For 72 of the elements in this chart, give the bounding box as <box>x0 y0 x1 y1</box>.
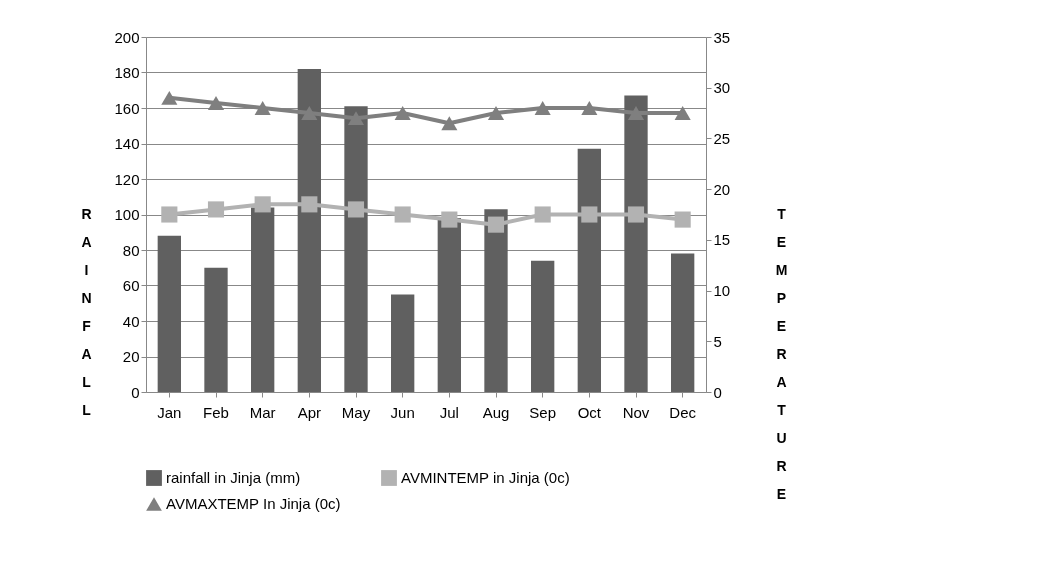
y2-tick-label: 20 <box>713 180 731 198</box>
point <box>674 211 691 228</box>
point <box>487 106 505 121</box>
y-tick-label: 20 <box>122 348 140 365</box>
point <box>441 211 458 228</box>
x-tick-label: Aug <box>482 403 510 421</box>
point <box>487 216 505 233</box>
y2-tick-label: 0 <box>713 383 722 401</box>
y2-tick-label: 10 <box>713 282 731 300</box>
point <box>627 106 645 121</box>
point <box>301 196 318 213</box>
y2-tick-label: 15 <box>713 231 731 249</box>
y-tick-label: 180 <box>114 64 140 81</box>
x-tick-label: Dec <box>669 403 697 421</box>
x-tick-label: Sep <box>529 403 557 421</box>
y-tick-label: 100 <box>114 206 140 223</box>
point <box>581 206 598 223</box>
x-tick-label: May <box>341 403 371 421</box>
bar <box>671 253 695 392</box>
x-tick-label: Feb <box>203 403 229 421</box>
y-tick-label: 120 <box>114 170 140 188</box>
point <box>534 101 551 115</box>
bar <box>624 95 648 392</box>
x-tick-label: Mar <box>249 403 276 421</box>
y2-tick-label: 5 <box>713 332 722 350</box>
point <box>161 206 178 223</box>
text: TEMPERATURE <box>775 206 788 502</box>
bar <box>251 207 275 392</box>
point <box>207 201 225 218</box>
y-axis-title: RAINFALL <box>81 206 92 418</box>
point <box>301 106 318 121</box>
bar <box>577 148 601 392</box>
y-tick-label: 80 <box>122 241 140 259</box>
bar <box>391 294 415 392</box>
y-tick-label: 60 <box>122 277 140 294</box>
bar <box>437 218 461 392</box>
point <box>534 206 551 223</box>
y2-tick-label: 25 <box>713 129 731 147</box>
point <box>254 101 271 115</box>
point <box>627 206 645 223</box>
y-tick-label: 160 <box>114 99 140 117</box>
point <box>347 201 365 218</box>
legend-label: rainfall in Jinja (mm) <box>166 469 301 486</box>
point <box>161 90 178 105</box>
point <box>581 101 598 115</box>
x-tick-label: Oct <box>577 403 602 421</box>
bar <box>204 267 228 392</box>
point <box>347 111 365 126</box>
bar <box>484 209 508 392</box>
legend-label: AVMAXTEMP In Jinja (0c) <box>166 495 341 512</box>
point <box>441 116 458 131</box>
bar <box>531 260 555 392</box>
y-tick-label: 140 <box>114 135 140 152</box>
x-tick-label: Jul <box>439 403 459 421</box>
y-tick-label: 200 <box>114 28 140 46</box>
x-tick-label: Nov <box>622 403 650 421</box>
bar <box>344 106 368 392</box>
legend-label: AVMINTEMP in Jinja (0c) <box>401 469 570 486</box>
point <box>674 106 691 121</box>
x-tick-label: Jan <box>157 403 182 421</box>
bar <box>297 68 321 392</box>
x-tick-label: Jun <box>390 403 415 421</box>
bar <box>157 235 181 392</box>
y2-tick-label: 35 <box>713 28 731 46</box>
x-tick-label: Apr <box>297 403 322 421</box>
point <box>394 206 411 223</box>
point <box>394 106 411 121</box>
y-tick-label: 40 <box>122 312 140 330</box>
point <box>254 196 271 213</box>
y2-tick-label: 30 <box>713 79 731 97</box>
point <box>207 95 225 110</box>
y-tick-label: 0 <box>131 383 140 401</box>
